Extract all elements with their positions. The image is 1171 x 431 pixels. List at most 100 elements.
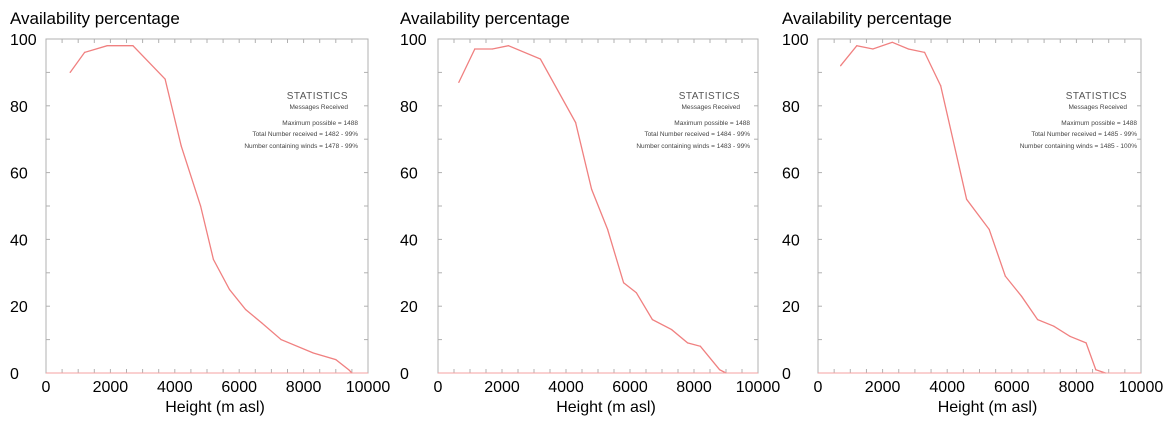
data-point <box>635 292 638 294</box>
y-tick-label: 20 <box>782 299 800 316</box>
data-point <box>312 352 314 354</box>
data-point <box>180 145 182 147</box>
y-tick-label: 80 <box>400 99 418 116</box>
plot-frame <box>45 38 369 374</box>
x-tick-label: 2000 <box>93 379 129 396</box>
x-tick-label: 2000 <box>865 379 901 396</box>
y-tick-label: 40 <box>10 232 28 249</box>
data-point <box>651 318 654 321</box>
x-tick-label: 6000 <box>612 379 648 396</box>
y-tick-label: 100 <box>782 32 809 49</box>
x-tick-label: 10000 <box>1119 379 1164 396</box>
data-point <box>907 48 910 50</box>
stats-total-received: Total Number received = 1482 - 99% <box>252 131 358 138</box>
y-tick-label: 60 <box>10 166 28 183</box>
data-point <box>1085 342 1087 344</box>
data-point <box>132 45 134 47</box>
chart-panel-2: Availability percentage 0 20 40 60 80 100 0 2000… <box>400 9 780 416</box>
data-point <box>245 308 247 311</box>
data-point <box>1053 325 1055 327</box>
data-point <box>458 81 460 84</box>
data-point <box>491 48 493 50</box>
availability-line <box>69 45 353 374</box>
y-tick-label: 80 <box>782 99 800 116</box>
y-tick-label: 60 <box>400 166 418 183</box>
data-point <box>923 51 926 53</box>
y-axis-label: Availability percentage <box>782 9 952 28</box>
data-point <box>539 58 542 60</box>
data-point <box>84 51 86 53</box>
chart-panel-1: Availability percentage 0 20 40 60 80 100 0 2000… <box>10 9 390 416</box>
x-tick-label: 8000 <box>286 379 322 396</box>
x-axis-label: Height (m asl) <box>938 399 1038 416</box>
stats-title: STATISTICS <box>287 91 348 102</box>
stats-winds: Number containing winds = 1485 - 100% <box>1020 143 1137 150</box>
data-point <box>699 345 702 347</box>
data-point <box>872 48 874 50</box>
x-tick-label: 8000 <box>1059 379 1095 396</box>
y-tick-label: 20 <box>10 299 28 316</box>
data-point <box>940 85 942 87</box>
data-point <box>69 71 71 73</box>
stats-max-possible: Maximum possible = 1488 <box>674 120 750 127</box>
x-tick-label: 0 <box>814 379 823 396</box>
x-tick-label: 4000 <box>548 379 584 396</box>
x-tick-label: 4000 <box>929 379 965 396</box>
y-tick-label: 0 <box>782 366 791 383</box>
data-point <box>106 45 108 47</box>
y-tick-label: 0 <box>400 366 409 383</box>
data-point <box>840 65 842 67</box>
y-tick-label: 20 <box>400 299 418 316</box>
availability-line <box>458 45 727 374</box>
x-tick-label: 10000 <box>346 379 391 396</box>
data-point <box>671 328 673 331</box>
y-tick-label: 40 <box>782 232 800 249</box>
data-point <box>891 41 893 43</box>
plot-frame <box>817 38 1142 374</box>
stats-total-received: Total Number received = 1485 - 99% <box>1031 131 1137 138</box>
data-point <box>591 188 593 190</box>
data-point <box>575 121 577 124</box>
data-point <box>1020 295 1023 297</box>
data-point <box>335 359 337 361</box>
data-point <box>1037 318 1039 321</box>
data-point <box>228 288 231 291</box>
x-tick-label: 6000 <box>221 379 257 396</box>
stats-winds: Number containing winds = 1478 - 99% <box>244 143 358 150</box>
stats-title: STATISTICS <box>679 91 740 102</box>
x-axis-label: Height (m asl) <box>165 399 265 416</box>
x-axis-label: Height (m asl) <box>556 399 656 416</box>
y-tick-label: 40 <box>400 232 418 249</box>
data-point <box>164 78 166 80</box>
data-point <box>988 228 990 230</box>
data-point <box>261 322 263 324</box>
y-tick-label: 100 <box>10 32 37 49</box>
data-point <box>280 339 282 341</box>
stats-max-possible: Maximum possible = 1488 <box>282 120 358 127</box>
x-tick-label: 0 <box>42 379 51 396</box>
data-point <box>507 45 509 47</box>
data-point <box>474 48 476 50</box>
data-point <box>856 45 858 47</box>
data-point <box>623 282 625 284</box>
stats-subtitle: Messages Received <box>681 104 740 111</box>
x-tick-label: 2000 <box>484 379 520 396</box>
stats-max-possible: Maximum possible = 1488 <box>1061 120 1137 127</box>
x-tick-label: 10000 <box>736 379 781 396</box>
stats-subtitle: Messages Received <box>289 104 348 111</box>
x-tick-label: 4000 <box>157 379 193 396</box>
data-point <box>719 369 721 371</box>
y-axis-label: Availability percentage <box>10 9 180 28</box>
x-tick-label: 8000 <box>676 379 712 396</box>
data-point <box>212 258 215 261</box>
data-point <box>965 198 968 200</box>
chart-panel-3: Availability percentage 0 20 40 60 80 100 0 2000… <box>782 9 1163 416</box>
stats-title: STATISTICS <box>1066 91 1127 102</box>
data-point <box>1095 369 1097 371</box>
y-tick-label: 80 <box>10 99 28 116</box>
data-point <box>348 369 350 371</box>
data-point <box>199 205 202 207</box>
y-tick-label: 100 <box>400 32 427 49</box>
